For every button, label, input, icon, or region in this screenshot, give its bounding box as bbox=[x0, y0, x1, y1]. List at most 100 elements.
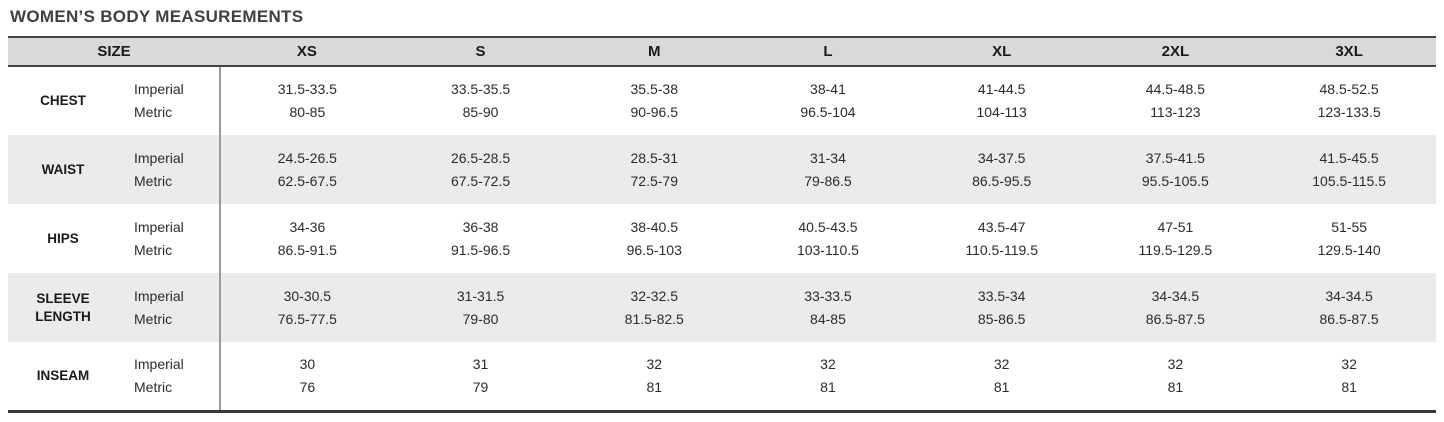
measurement-cell: 35.5-38 90-96.5 bbox=[567, 66, 741, 135]
measurement-cell: 31.5-33.5 80-85 bbox=[220, 66, 394, 135]
unit-labels: Imperial Metric bbox=[118, 66, 221, 135]
unit-labels: Imperial Metric bbox=[118, 204, 221, 273]
table-row-inseam: INSEAM Imperial Metric 30 76 31 79 32 81 bbox=[8, 342, 1436, 411]
measurement-cell: 44.5-48.5 113-123 bbox=[1089, 66, 1263, 135]
imperial-value: 30 bbox=[299, 355, 316, 372]
measurement-cell: 38-41 96.5-104 bbox=[741, 66, 915, 135]
measurement-cell: 32 81 bbox=[567, 342, 741, 411]
imperial-value: 35.5-38 bbox=[630, 81, 678, 97]
imperial-value: 31 bbox=[472, 355, 489, 372]
imperial-value: 31-34 bbox=[810, 149, 846, 166]
unit-metric-label: Metric bbox=[134, 378, 173, 395]
imperial-value: 43.5-47 bbox=[977, 218, 1026, 235]
header-row: SIZE XS S M L XL 2XL 3XL bbox=[8, 37, 1436, 67]
imperial-value: 47-51 bbox=[1157, 218, 1194, 235]
unit-imperial-label: Imperial bbox=[134, 218, 184, 235]
imperial-value: 38-40.5 bbox=[630, 218, 678, 235]
metric-value: 81 bbox=[646, 378, 663, 395]
measurement-cell: 33.5-35.5 85-90 bbox=[394, 66, 568, 135]
table-row-sleeve-length: SLEEVE LENGTH Imperial Metric 30-30.5 76… bbox=[8, 273, 1436, 342]
row-label-sleeve-length: SLEEVE LENGTH bbox=[35, 290, 91, 324]
imperial-value: 32 bbox=[993, 355, 1010, 372]
imperial-value: 32 bbox=[1167, 355, 1184, 372]
unit-imperial-label: Imperial bbox=[134, 355, 184, 372]
metric-value: 113-123 bbox=[1150, 104, 1201, 120]
imperial-value: 36-38 bbox=[462, 218, 499, 235]
unit-metric-label: Metric bbox=[134, 241, 173, 258]
imperial-value: 31-31.5 bbox=[456, 287, 505, 304]
imperial-value: 34-34.5 bbox=[1151, 287, 1200, 304]
metric-value: 67.5-72.5 bbox=[450, 172, 511, 189]
unit-imperial-label: Imperial bbox=[134, 149, 184, 166]
row-label-chest: CHEST bbox=[40, 93, 86, 108]
metric-value: 91.5-96.5 bbox=[450, 241, 511, 258]
measurement-cell: 43.5-47 110.5-119.5 bbox=[915, 204, 1089, 273]
unit-metric-label: Metric bbox=[134, 104, 173, 120]
measurement-cell: 48.5-52.5 123-133.5 bbox=[1262, 66, 1436, 135]
imperial-value: 37.5-41.5 bbox=[1145, 149, 1205, 166]
metric-value: 81 bbox=[993, 378, 1010, 395]
measurement-cell: 32-32.5 81.5-82.5 bbox=[567, 273, 741, 342]
imperial-value: 40.5-43.5 bbox=[798, 218, 858, 235]
imperial-value: 41-44.5 bbox=[977, 81, 1026, 97]
measurement-cell: 30 76 bbox=[220, 342, 394, 411]
header-3xl: 3XL bbox=[1262, 37, 1436, 67]
size-chart-page: WOMEN’S BODY MEASUREMENTS SIZE XS S M L … bbox=[8, 7, 1436, 413]
table-row-waist: WAIST Imperial Metric 24.5-26.5 62.5-67.… bbox=[8, 135, 1436, 204]
metric-value: 129.5-140 bbox=[1317, 241, 1381, 258]
imperial-value: 31.5-33.5 bbox=[277, 81, 337, 97]
metric-value: 76.5-77.5 bbox=[277, 310, 337, 327]
header-s: S bbox=[393, 37, 568, 67]
header-size: SIZE bbox=[8, 37, 220, 67]
metric-value: 105.5-115.5 bbox=[1312, 172, 1386, 189]
unit-labels: Imperial Metric bbox=[118, 342, 221, 411]
imperial-value: 48.5-52.5 bbox=[1319, 81, 1379, 97]
measurement-cell: 32 81 bbox=[915, 342, 1089, 411]
metric-value: 76 bbox=[299, 378, 316, 395]
header-xl: XL bbox=[914, 37, 1089, 67]
measurement-cell: 34-36 86.5-91.5 bbox=[220, 204, 394, 273]
metric-value: 110.5-119.5 bbox=[965, 241, 1038, 258]
metric-value: 79-80 bbox=[462, 310, 499, 327]
measurement-cell: 34-37.5 86.5-95.5 bbox=[915, 135, 1089, 204]
imperial-value: 33.5-34 bbox=[977, 287, 1026, 304]
measurement-cell: 28.5-31 72.5-79 bbox=[567, 135, 741, 204]
metric-value: 96.5-104 bbox=[800, 104, 856, 120]
metric-value: 81 bbox=[1167, 378, 1184, 395]
measurement-cell: 31 79 bbox=[394, 342, 568, 411]
metric-value: 86.5-87.5 bbox=[1145, 310, 1205, 327]
measurement-cell: 33-33.5 84-85 bbox=[741, 273, 915, 342]
measurement-cell: 34-34.5 86.5-87.5 bbox=[1089, 273, 1263, 342]
unit-imperial-label: Imperial bbox=[134, 287, 184, 304]
measurement-cell: 32 81 bbox=[1089, 342, 1263, 411]
metric-value: 86.5-91.5 bbox=[277, 241, 337, 258]
imperial-value: 32 bbox=[1341, 355, 1357, 372]
imperial-value: 32 bbox=[646, 355, 663, 372]
metric-value: 119.5-129.5 bbox=[1138, 241, 1213, 258]
measurement-cell: 24.5-26.5 62.5-67.5 bbox=[220, 135, 394, 204]
measurement-cell: 32 81 bbox=[741, 342, 915, 411]
metric-value: 104-113 bbox=[976, 104, 1027, 120]
metric-value: 81.5-82.5 bbox=[624, 310, 684, 327]
measurement-cell: 47-51 119.5-129.5 bbox=[1089, 204, 1263, 273]
unit-metric-label: Metric bbox=[134, 172, 173, 189]
measurement-cell: 36-38 91.5-96.5 bbox=[394, 204, 568, 273]
metric-value: 62.5-67.5 bbox=[277, 172, 337, 189]
header-xs: XS bbox=[220, 37, 394, 67]
row-label-hips: HIPS bbox=[47, 230, 79, 246]
measurement-cell: 30-30.5 76.5-77.5 bbox=[220, 273, 394, 342]
metric-value: 90-96.5 bbox=[630, 104, 678, 120]
metric-value: 84-85 bbox=[810, 310, 846, 327]
measurement-cell: 51-55 129.5-140 bbox=[1262, 204, 1436, 273]
unit-metric-label: Metric bbox=[134, 310, 173, 327]
metric-value: 81 bbox=[820, 378, 836, 395]
unit-imperial-label: Imperial bbox=[134, 81, 184, 97]
unit-labels: Imperial Metric bbox=[118, 135, 221, 204]
measurement-cell: 38-40.5 96.5-103 bbox=[567, 204, 741, 273]
measurement-cell: 32 81 bbox=[1262, 342, 1436, 411]
imperial-value: 41.5-45.5 bbox=[1319, 149, 1379, 166]
imperial-value: 28.5-31 bbox=[630, 149, 678, 166]
imperial-value: 33-33.5 bbox=[804, 287, 852, 304]
measurement-cell: 37.5-41.5 95.5-105.5 bbox=[1089, 135, 1263, 204]
imperial-value: 33.5-35.5 bbox=[450, 81, 511, 97]
